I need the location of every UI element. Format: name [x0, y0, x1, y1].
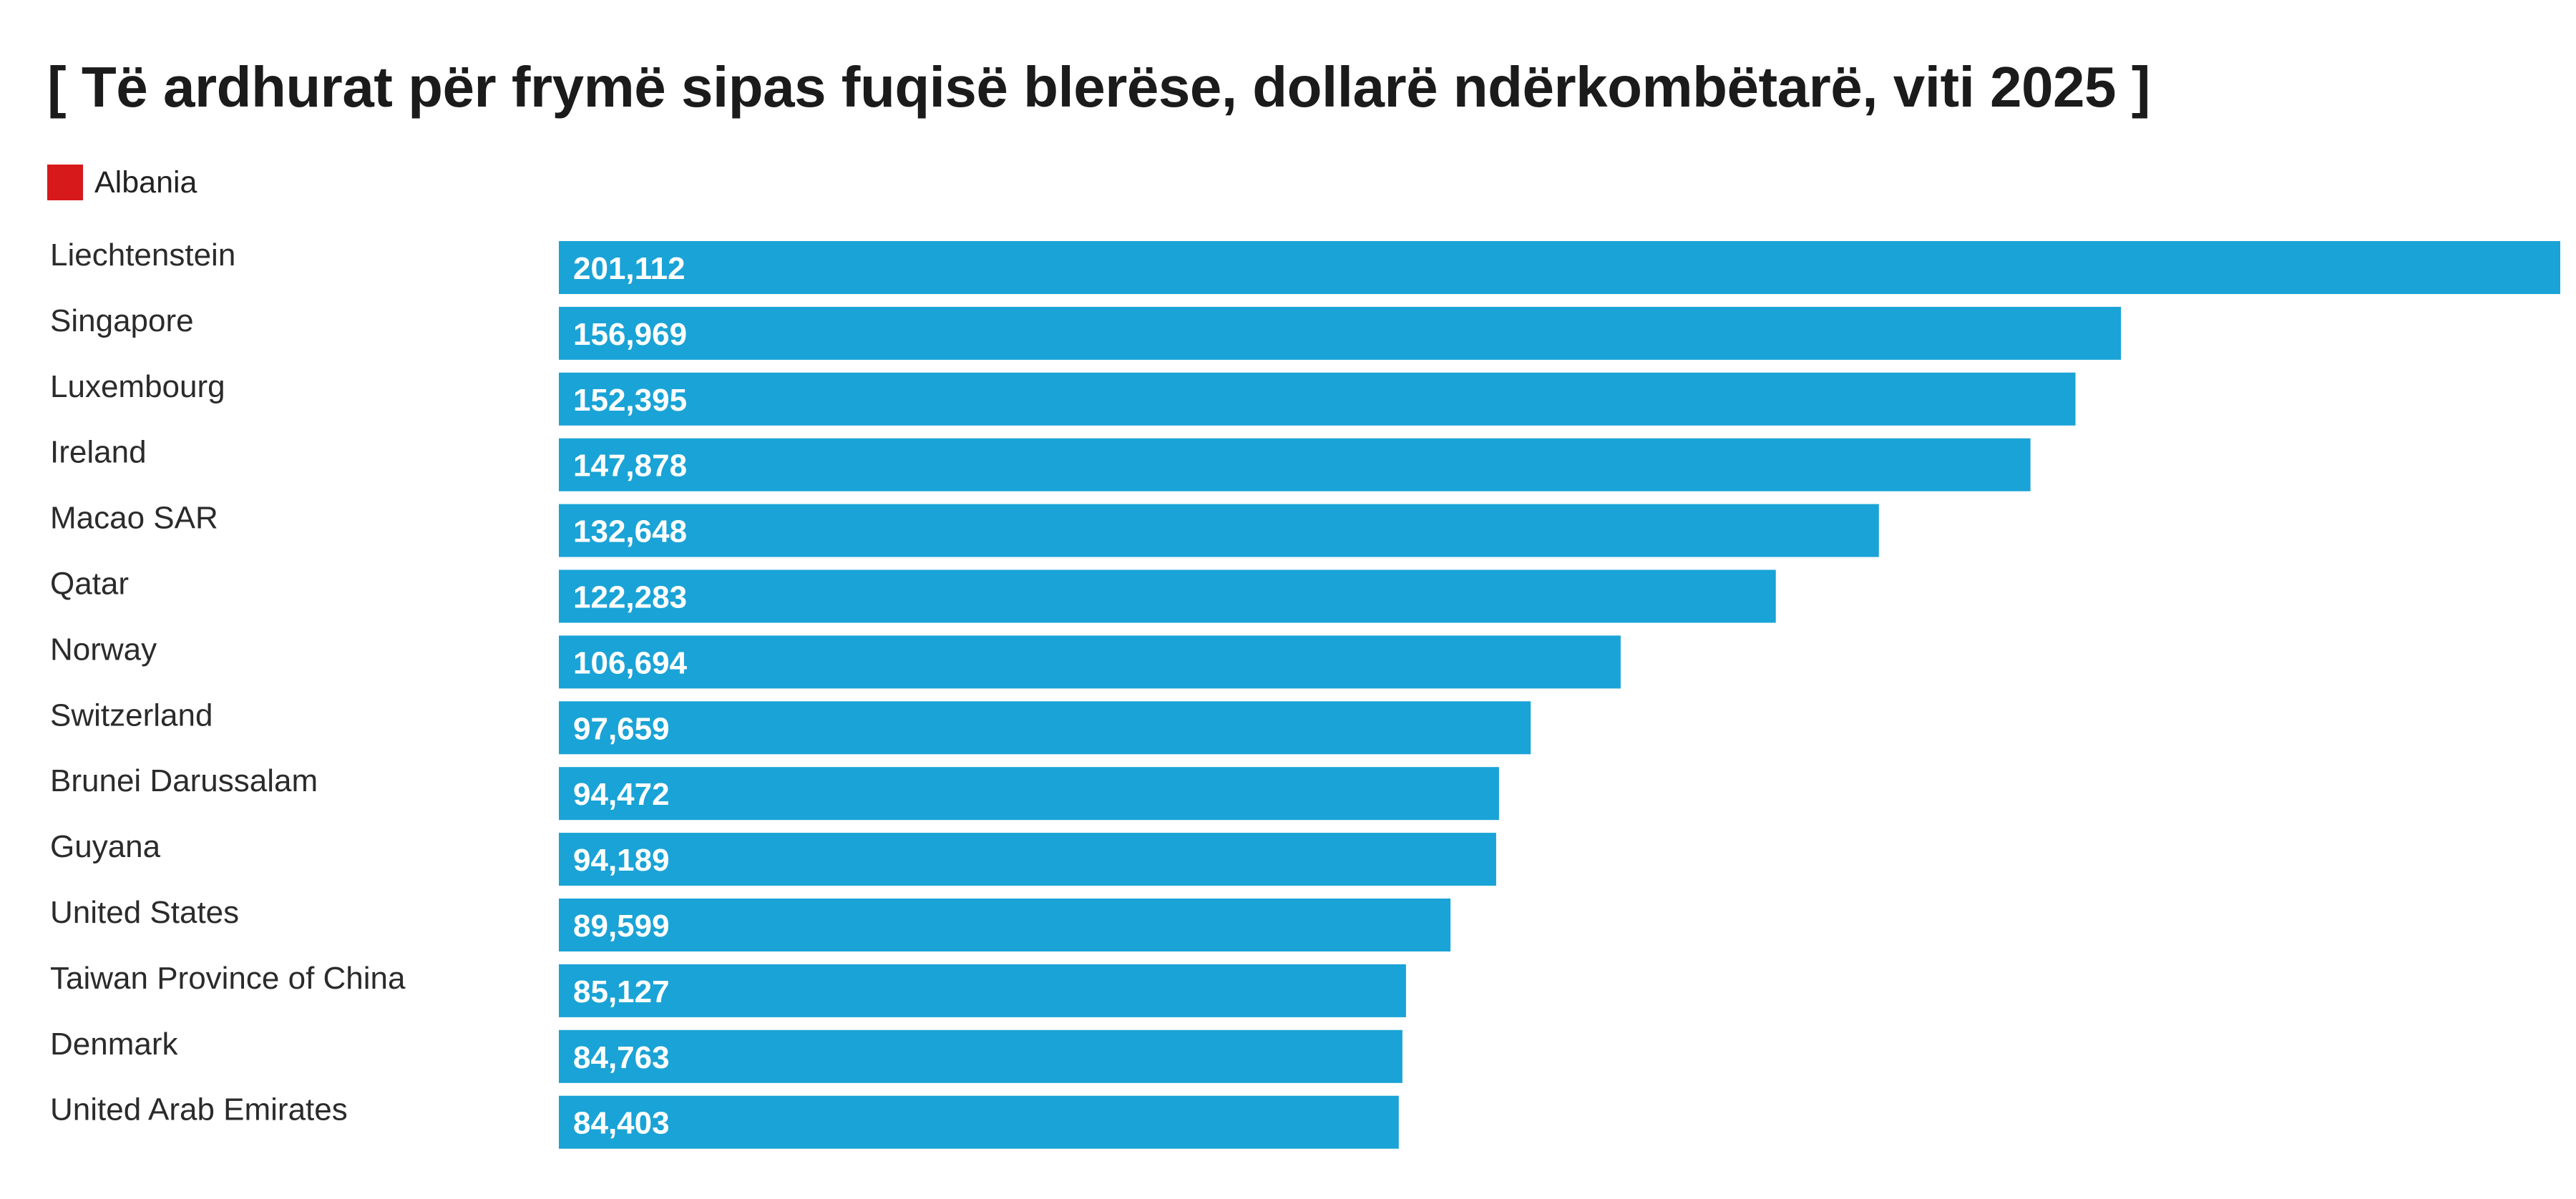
bar-group: Qatar 122,283	[50, 567, 1776, 623]
bar	[559, 504, 1879, 557]
value-label: 84,763	[573, 1040, 670, 1075]
bar-group: Ireland 147,878	[50, 435, 2031, 491]
bar	[559, 306, 2122, 360]
value-label: 106,694	[573, 645, 688, 680]
legend-label-albania: Albania	[94, 165, 197, 200]
bar	[559, 767, 1499, 821]
value-label: 94,189	[573, 843, 670, 878]
bar-group: United Arab Emirates 84,403	[50, 1092, 1399, 1149]
category-label: Norway	[50, 632, 157, 667]
category-label: Singapore	[50, 303, 194, 338]
bar-group: United States 89,599	[50, 895, 1451, 951]
category-label: Macao SAR	[50, 501, 218, 536]
bar	[559, 635, 1621, 689]
value-label: 89,599	[573, 909, 670, 944]
value-label: 94,472	[573, 777, 670, 812]
bar-group: Luxembourg 152,395	[50, 369, 2076, 426]
bar	[559, 1095, 1399, 1149]
bar-group: Guyana 94,189	[50, 829, 1496, 886]
category-label: Luxembourg	[50, 369, 225, 404]
value-label: 147,878	[573, 449, 687, 484]
bar	[559, 833, 1496, 886]
bar-group: Macao SAR 132,648	[50, 501, 1879, 557]
bar	[559, 964, 1406, 1017]
value-label: 152,395	[573, 383, 687, 418]
bar-group: Norway 106,694	[50, 632, 1621, 689]
bar	[559, 569, 1776, 623]
bar-group: Brunei Darussalam 94,472	[50, 763, 1499, 821]
legend: Albania	[47, 165, 197, 200]
category-label: Liechtenstein	[50, 238, 235, 273]
bar	[559, 372, 2076, 426]
bar-group: Switzerland 97,659	[50, 698, 1531, 755]
bar	[559, 701, 1531, 755]
category-label: United Arab Emirates	[50, 1092, 348, 1127]
value-label: 201,112	[573, 251, 686, 286]
bar	[559, 241, 2560, 294]
value-label: 97,659	[573, 711, 670, 746]
value-label: 84,403	[573, 1106, 670, 1141]
category-label: Guyana	[50, 829, 161, 864]
value-label: 85,127	[573, 974, 670, 1009]
value-label: 156,969	[573, 317, 687, 352]
bar-group: Denmark 84,763	[50, 1027, 1402, 1083]
legend-swatch-albania	[47, 165, 83, 200]
bar-group: Liechtenstein 201,112	[50, 238, 2560, 294]
value-label: 122,283	[573, 580, 687, 615]
bar	[559, 899, 1451, 951]
bar	[559, 438, 2031, 491]
category-label: Brunei Darussalam	[50, 763, 318, 798]
value-label: 132,648	[573, 514, 687, 549]
category-label: Switzerland	[50, 698, 213, 733]
chart-title: [ Të ardhurat për frymë sipas fuqisë ble…	[47, 55, 2150, 119]
category-label: Qatar	[50, 567, 129, 602]
bar-group: Taiwan Province of China 85,127	[50, 961, 1406, 1017]
category-label: Denmark	[50, 1027, 178, 1062]
bar-group: Singapore 156,969	[50, 303, 2122, 360]
category-label: Taiwan Province of China	[50, 961, 406, 996]
category-label: United States	[50, 895, 239, 930]
category-label: Ireland	[50, 435, 147, 470]
bar	[559, 1029, 1402, 1083]
